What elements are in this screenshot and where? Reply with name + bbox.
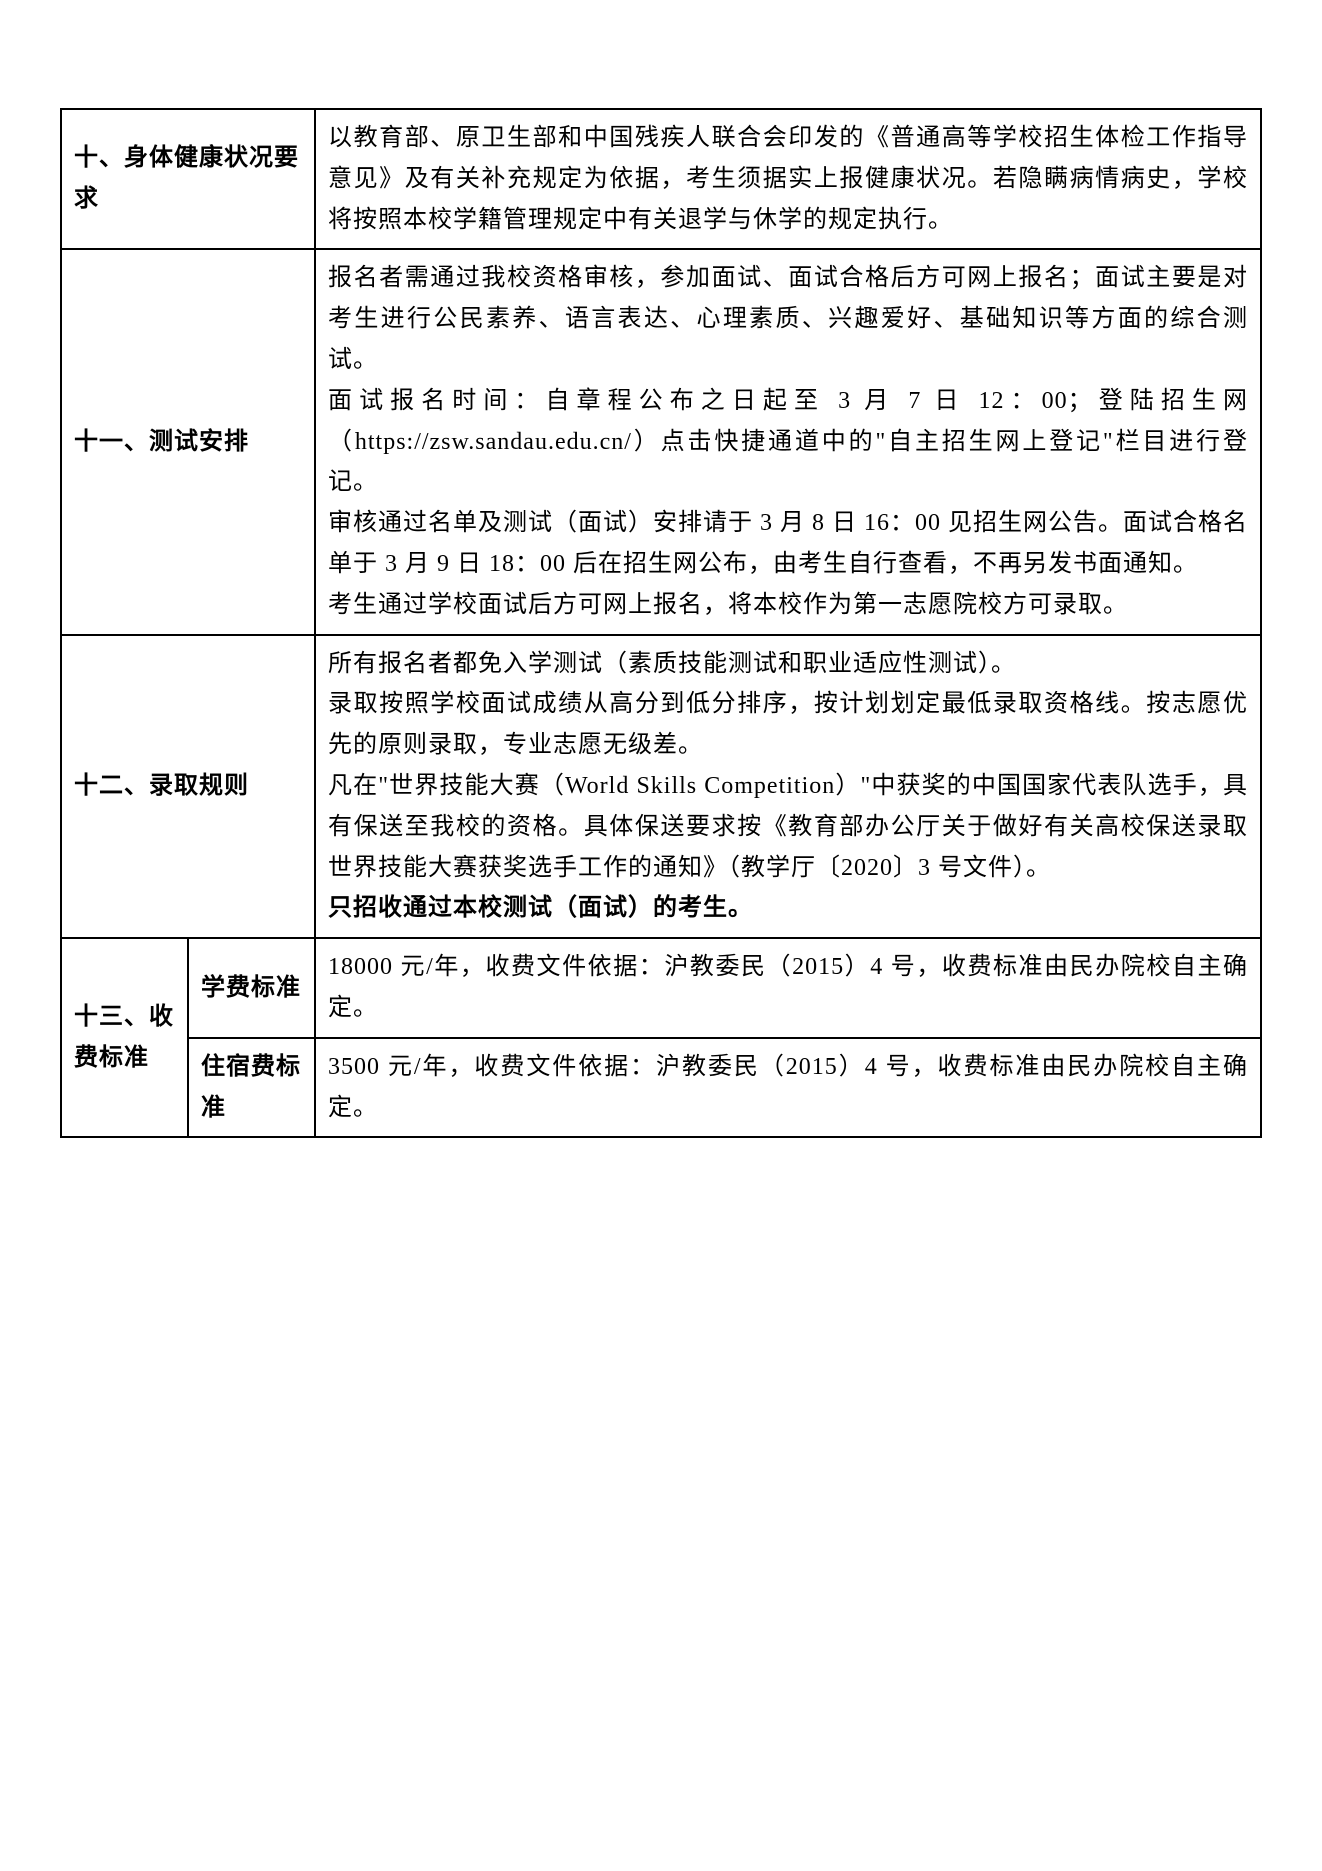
admission-text-part1: 所有报名者都免入学测试（素质技能测试和职业适应性测试）。录取按照学校面试成绩从高…	[328, 651, 1248, 881]
document-table: 十、身体健康状况要求 以教育部、原卫生部和中国残疾人联合会印发的《普通高等学校招…	[60, 108, 1262, 1138]
row-label-admission: 十二、录取规则	[61, 635, 315, 939]
table-row: 十三、收费标准 学费标准 18000 元/年，收费文件依据：沪教委民（2015）…	[61, 938, 1261, 1038]
table-row: 十二、录取规则 所有报名者都免入学测试（素质技能测试和职业适应性测试）。录取按照…	[61, 635, 1261, 939]
row-content-dorm: 3500 元/年，收费文件依据：沪教委民（2015）4 号，收费标准由民办院校自…	[315, 1038, 1261, 1138]
row-content-admission: 所有报名者都免入学测试（素质技能测试和职业适应性测试）。录取按照学校面试成绩从高…	[315, 635, 1261, 939]
row-content-exam: 报名者需通过我校资格审核，参加面试、面试合格后方可网上报名；面试主要是对考生进行…	[315, 249, 1261, 634]
row-label-health: 十、身体健康状况要求	[61, 109, 315, 249]
row-content-health: 以教育部、原卫生部和中国残疾人联合会印发的《普通高等学校招生体检工作指导意见》及…	[315, 109, 1261, 249]
table-row: 住宿费标准 3500 元/年，收费文件依据：沪教委民（2015）4 号，收费标准…	[61, 1038, 1261, 1138]
row-label-fee: 十三、收费标准	[61, 938, 188, 1137]
row-label-exam: 十一、测试安排	[61, 249, 315, 634]
row-sublabel-dorm: 住宿费标准	[188, 1038, 315, 1138]
table-row: 十一、测试安排 报名者需通过我校资格审核，参加面试、面试合格后方可网上报名；面试…	[61, 249, 1261, 634]
table-row: 十、身体健康状况要求 以教育部、原卫生部和中国残疾人联合会印发的《普通高等学校招…	[61, 109, 1261, 249]
admission-text-part2: 只招收通过本校测试（面试）的考生。	[328, 895, 753, 921]
row-content-tuition: 18000 元/年，收费文件依据：沪教委民（2015）4 号，收费标准由民办院校…	[315, 938, 1261, 1038]
row-sublabel-tuition: 学费标准	[188, 938, 315, 1038]
